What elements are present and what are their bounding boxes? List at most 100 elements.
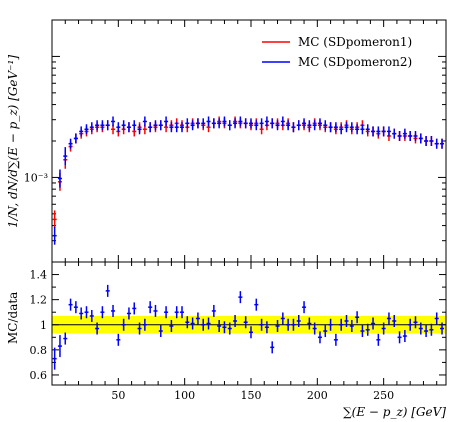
ratio-point — [105, 284, 110, 297]
ratio-point — [158, 325, 163, 338]
ratio-point — [52, 347, 57, 370]
main-point — [116, 122, 121, 133]
ratio-x-tick-label: 200 — [307, 389, 328, 402]
ratio-y-tick-label: 1.2 — [30, 294, 48, 307]
main-point — [169, 122, 174, 133]
ratio-point — [95, 322, 100, 335]
ratio-point — [195, 312, 200, 325]
ratio-x-tick-label: 250 — [373, 389, 394, 402]
legend-label-series-1: MC (SDpomeron1) — [298, 35, 412, 49]
ratio-point — [217, 320, 222, 333]
main-point — [201, 118, 206, 129]
ratio-point — [397, 331, 402, 344]
main-point — [79, 126, 84, 137]
main-point — [402, 128, 407, 139]
ratio-point — [142, 318, 147, 331]
main-point — [333, 122, 338, 133]
main-point — [68, 138, 73, 149]
ratio-point — [381, 322, 386, 335]
ratio-point — [355, 311, 360, 324]
main-point — [185, 118, 190, 129]
main-point — [63, 147, 68, 166]
ratio-point — [248, 326, 253, 339]
ratio-point — [392, 314, 397, 327]
ratio-point — [126, 307, 131, 320]
main-series-2 — [52, 116, 445, 245]
main-y-axis-title: 1/N, dN/d∑(E − p_z) [GeV⁻¹] — [6, 55, 20, 228]
main-point — [323, 120, 328, 131]
ratio-point — [153, 304, 158, 317]
ratio-point — [121, 318, 126, 331]
ratio-point — [100, 306, 105, 319]
main-point — [52, 226, 57, 245]
main-point — [360, 124, 365, 135]
main-point — [52, 210, 57, 229]
ratio-y-tick-label: 1 — [40, 319, 47, 332]
main-point — [206, 116, 211, 127]
main-point — [413, 130, 418, 141]
ratio-y-tick-label: 0.8 — [30, 344, 48, 357]
ratio-x-tick-label: 50 — [111, 389, 125, 402]
main-point — [270, 118, 275, 129]
main-y-tick-labels: 10⁻³ — [24, 171, 48, 184]
ratio-point — [286, 318, 291, 331]
main-point — [259, 118, 264, 129]
main-point — [222, 116, 227, 127]
main-point — [132, 120, 137, 131]
main-point — [254, 120, 259, 131]
main-point — [408, 130, 413, 141]
main-point — [344, 122, 349, 133]
ratio-point — [302, 301, 307, 314]
main-series-1 — [52, 116, 445, 229]
ratio-point — [376, 333, 381, 346]
ratio-point — [424, 325, 429, 338]
main-point — [275, 120, 280, 131]
main-point — [211, 118, 216, 129]
main-point — [328, 122, 333, 133]
ratio-point — [365, 323, 370, 336]
main-point — [164, 116, 169, 127]
ratio-point — [270, 341, 275, 354]
ratio-point — [408, 318, 413, 331]
main-point — [217, 118, 222, 129]
ratio-point — [360, 325, 365, 338]
ratio-point — [57, 335, 62, 358]
ratio-panel: 0.6 0.8 1 1.2 1.4 50 100 150 200 250 MC/data ∑(E… — [6, 261, 447, 419]
ratio-point — [254, 298, 259, 311]
ratio-point — [169, 320, 174, 333]
main-point — [126, 122, 131, 133]
main-point — [73, 133, 78, 144]
main-point — [365, 124, 370, 135]
ratio-point — [211, 304, 216, 317]
ratio-point — [180, 306, 185, 319]
ratio-point — [68, 298, 73, 311]
main-point — [100, 120, 105, 131]
ratio-y-tick-label: 1.4 — [30, 269, 48, 282]
legend-label-series-2: MC (SDpomeron2) — [298, 55, 412, 69]
ratio-point — [63, 332, 68, 345]
main-point — [317, 118, 322, 129]
main-point — [307, 120, 312, 131]
main-point — [174, 122, 179, 133]
main-point — [355, 124, 360, 135]
ratio-point — [233, 314, 238, 327]
main-point — [349, 122, 354, 133]
main-point — [180, 122, 185, 133]
ratio-point — [190, 317, 195, 330]
main-point — [243, 118, 248, 129]
main-point — [429, 136, 434, 146]
main-point — [386, 126, 391, 137]
main-point — [440, 138, 445, 149]
ratio-point — [339, 318, 344, 331]
ratio-point — [434, 312, 439, 325]
ratio-point — [402, 330, 407, 343]
ratio-series-group — [52, 284, 445, 370]
main-point — [57, 169, 62, 188]
main-point — [291, 122, 296, 133]
ratio-x-axis-title: ∑(E − p_z) [GeV] — [343, 405, 446, 419]
main-point — [339, 124, 344, 135]
main-point — [142, 116, 147, 127]
ratio-point — [174, 306, 179, 319]
ratio-point — [185, 316, 190, 329]
